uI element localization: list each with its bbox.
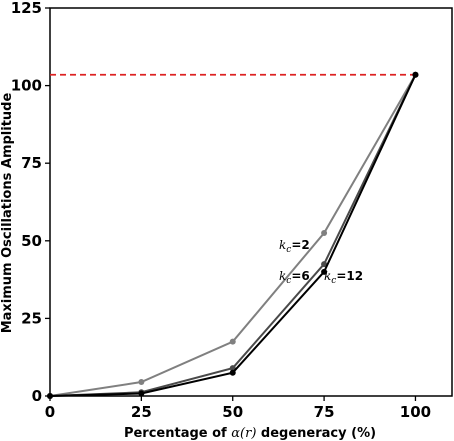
series-line-1 [49, 74, 417, 397]
series-label-kc6: kc=6 [279, 269, 310, 286]
y-tick-label: 125 [11, 0, 42, 17]
series-point-2 [321, 268, 328, 275]
series-point-0 [229, 338, 236, 345]
y-tick-label: 75 [21, 154, 42, 172]
series-point-0 [138, 379, 145, 386]
svg-text:kc=6: kc=6 [279, 269, 310, 286]
y-tick-label: 0 [32, 387, 42, 405]
x-tick-label: 25 [131, 403, 152, 421]
series-point-0 [321, 230, 328, 237]
svg-text:kc=12: kc=12 [324, 269, 363, 286]
series-label-kc12: kc=12 [324, 269, 363, 286]
series-point-2 [138, 390, 145, 397]
x-tick-label: 75 [314, 403, 335, 421]
y-tick-label: 25 [21, 309, 42, 327]
series-line-2 [49, 74, 417, 397]
x-tick-label: 0 [45, 403, 55, 421]
x-tick-label: 50 [222, 403, 243, 421]
series-label-kc2: kc=2 [279, 238, 310, 255]
y-tick-label: 100 [11, 77, 42, 95]
plot-area: 0 25 50 75 100 0 25 50 75 100 125 [11, 0, 453, 421]
x-axis-title: Percentage of α(r) degeneracy (%) [124, 426, 376, 441]
series-point-1 [229, 365, 236, 372]
series-line-0 [49, 74, 417, 397]
y-axis-title: Maximum Oscillations Amplitude [0, 93, 15, 334]
x-tick-label: 100 [400, 403, 431, 421]
series-point-2 [229, 369, 236, 376]
series-point-2 [47, 393, 53, 399]
plot-frame [49, 7, 453, 397]
series-point-1 [321, 261, 328, 268]
svg-text:kc=2: kc=2 [279, 238, 310, 255]
series-point-2 [412, 71, 419, 78]
y-tick-label: 50 [21, 232, 42, 250]
